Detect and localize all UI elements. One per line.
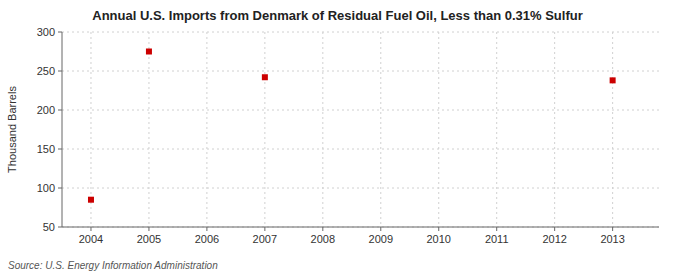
point [262, 74, 268, 80]
x-tick [496, 227, 497, 231]
x-tick [322, 227, 323, 231]
y-tick-label: 50 [43, 221, 55, 233]
axes: 2004 2005 2006 2007 2008 2009 2010 2011 2012 2013… [37, 26, 659, 245]
y-grid-line [62, 227, 659, 228]
y-tick [58, 32, 62, 33]
y-tick-label: 150 [37, 143, 55, 155]
point [88, 197, 94, 203]
x-axis-line [62, 227, 659, 228]
x-grid-line [554, 32, 555, 227]
grid [62, 32, 659, 227]
y-grid-line [62, 188, 659, 189]
x-tick-label: 2006 [195, 233, 219, 245]
x-tick [438, 227, 439, 231]
y-grid-line [62, 71, 659, 72]
y-tick-label: 250 [37, 65, 55, 77]
x-tick-label: 2009 [369, 233, 393, 245]
y-tick-label: 200 [37, 104, 55, 116]
y-grid-line [62, 32, 659, 33]
chart-container: 2004 2005 2006 2007 2008 2009 2010 2011 2012 2013… [0, 0, 675, 275]
x-grid-line [322, 32, 323, 227]
x-grid-line [496, 32, 497, 227]
x-grid-line [264, 32, 265, 227]
y-tick [58, 71, 62, 72]
x-grid-line [438, 32, 439, 227]
x-tick-label: 2012 [542, 233, 566, 245]
y-tick [58, 110, 62, 111]
x-tick [554, 227, 555, 231]
background [0, 0, 675, 275]
y-grid-line [62, 110, 659, 111]
x-tick-label: 2008 [311, 233, 335, 245]
y-tick [58, 149, 62, 150]
title: Annual U.S. Imports from Denmark of Resi… [92, 8, 582, 23]
x-tick [148, 227, 149, 231]
y-axis-label: Thousand Barrels [6, 86, 18, 173]
x-tick-label: 2013 [600, 233, 624, 245]
x-tick-label: 2004 [79, 233, 103, 245]
chart-svg: 2004 2005 2006 2007 2008 2009 2010 2011 2012 2013… [0, 0, 675, 275]
y-tick-label: 100 [37, 182, 55, 194]
x-tick [90, 227, 91, 231]
x-grid-line [206, 32, 207, 227]
y-tick [58, 227, 62, 228]
x-tick [380, 227, 381, 231]
point [146, 49, 152, 55]
x-tick [612, 227, 613, 231]
y-tick [58, 188, 62, 189]
x-tick-label: 2005 [137, 233, 161, 245]
x-tick [264, 227, 265, 231]
x-grid-line [612, 32, 613, 227]
y-tick-label: 300 [37, 26, 55, 38]
points [88, 49, 616, 203]
x-grid-line [380, 32, 381, 227]
x-grid-line [148, 32, 149, 227]
y-grid-line [62, 149, 659, 150]
point [610, 77, 616, 83]
x-tick-label: 2011 [485, 233, 509, 245]
y-axis-line [62, 32, 63, 227]
source-note: Source: U.S. Energy Information Administ… [8, 260, 218, 271]
x-tick [206, 227, 207, 231]
x-tick-label: 2010 [427, 233, 451, 245]
x-tick-label: 2007 [253, 233, 277, 245]
